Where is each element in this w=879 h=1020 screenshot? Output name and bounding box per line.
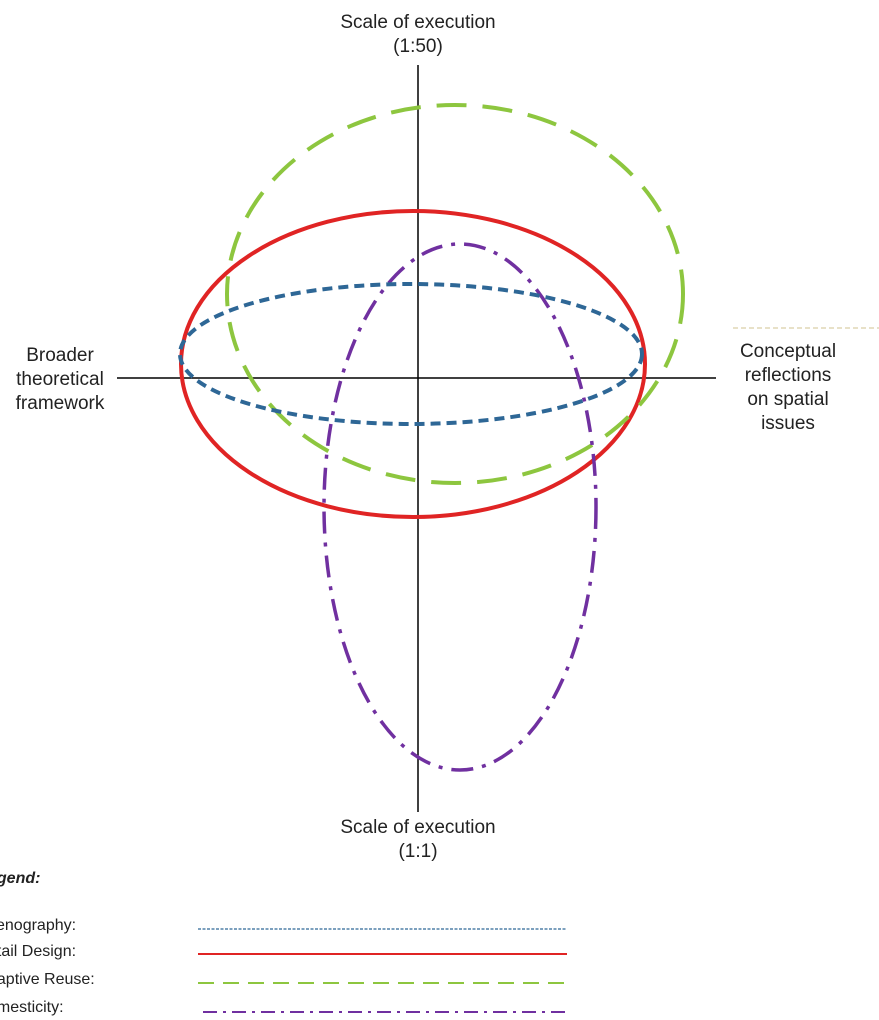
top-label-line2: (1:50) [393,36,443,57]
detail-design-ellipse [179,209,647,519]
top-label-line1: Scale of execution [340,12,496,33]
right-label-line2: reflections [744,365,832,386]
left-label-line1: Broader [26,345,94,366]
legend-title: egend: [0,870,41,887]
legend-label-domesticity: omesticity: [0,999,64,1016]
bottom-label-line1: Scale of execution [340,817,496,838]
left-axis-label: Broader theoretical framework [0,344,123,416]
right-label-line4: issues [761,413,815,434]
top-axis-label: Scale of execution (1:50) [318,11,518,59]
right-label-line3: on spatial [747,389,829,410]
left-label-line2: theoretical [16,369,104,390]
bottom-axis-label: Scale of execution (1:1) [318,816,518,864]
scenography-ellipse [178,282,644,426]
left-label-line3: framework [15,393,105,414]
bottom-label-line2: (1:1) [398,841,438,862]
domesticity-ellipse [322,242,598,772]
adaptive-reuse-ellipse [225,103,685,485]
right-label-line1: Conceptual [739,341,837,362]
legend-label-detail: etail Design: [0,943,77,960]
right-axis-label: Conceptual reflections on spatial issues [728,340,848,436]
legend-label-reuse: daptive Reuse: [0,971,95,988]
legend-label-scenography: cenography: [0,917,77,934]
